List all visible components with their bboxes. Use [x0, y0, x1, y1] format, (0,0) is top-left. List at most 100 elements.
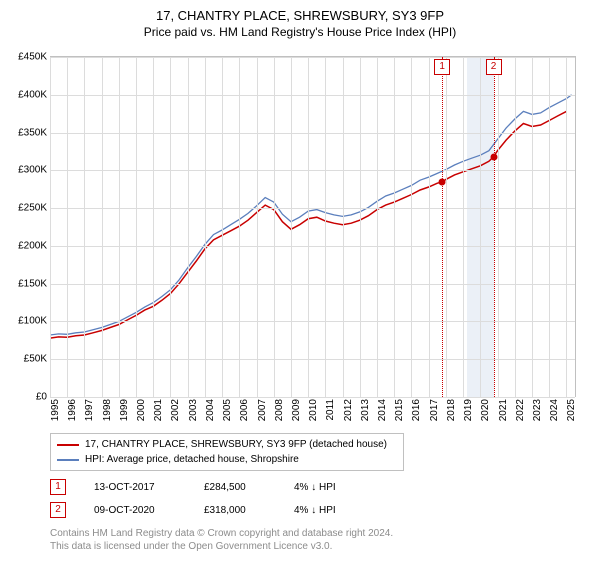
marker-dot-2 [490, 153, 497, 160]
x-tick-label: 1999 [119, 399, 130, 421]
event-badge-1: 1 [50, 479, 66, 495]
x-gridline [136, 57, 137, 397]
x-tick-label: 2025 [566, 399, 577, 421]
x-gridline [50, 57, 51, 397]
x-gridline [67, 57, 68, 397]
x-tick-label: 2008 [274, 399, 285, 421]
y-tick-label: £0 [7, 392, 47, 403]
x-tick-label: 2015 [394, 399, 405, 421]
y-gridline [50, 397, 575, 398]
x-tick-label: 2005 [222, 399, 233, 421]
marker-badge-1: 1 [434, 59, 450, 75]
x-tick-label: 2000 [136, 399, 147, 421]
footer-line2: This data is licensed under the Open Gov… [50, 540, 393, 553]
event-pct: 4% ↓ HPI [294, 505, 364, 516]
y-tick-label: £100K [7, 316, 47, 327]
x-gridline [360, 57, 361, 397]
legend-label: HPI: Average price, detached house, Shro… [85, 454, 299, 465]
legend-swatch [57, 459, 79, 461]
x-tick-label: 2007 [257, 399, 268, 421]
x-gridline [239, 57, 240, 397]
x-tick-label: 2001 [153, 399, 164, 421]
x-gridline [291, 57, 292, 397]
x-gridline [153, 57, 154, 397]
event-price: £284,500 [204, 482, 294, 493]
marker-line-1 [442, 57, 443, 397]
x-tick-label: 2004 [205, 399, 216, 421]
x-tick-label: 2010 [308, 399, 319, 421]
y-gridline [50, 246, 575, 247]
y-tick-label: £450K [7, 52, 47, 63]
x-gridline [532, 57, 533, 397]
y-tick-label: £150K [7, 278, 47, 289]
x-tick-label: 2014 [377, 399, 388, 421]
event-price: £318,000 [204, 505, 294, 516]
y-gridline [50, 133, 575, 134]
x-gridline [170, 57, 171, 397]
x-tick-label: 2023 [532, 399, 543, 421]
x-tick-label: 2016 [411, 399, 422, 421]
x-tick-label: 2003 [188, 399, 199, 421]
y-tick-label: £350K [7, 127, 47, 138]
y-gridline [50, 170, 575, 171]
y-gridline [50, 359, 575, 360]
legend-swatch [57, 444, 79, 446]
x-gridline [566, 57, 567, 397]
x-tick-label: 2020 [480, 399, 491, 421]
x-gridline [274, 57, 275, 397]
x-tick-label: 2024 [549, 399, 560, 421]
x-gridline [429, 57, 430, 397]
marker-dot-1 [439, 179, 446, 186]
y-tick-label: £300K [7, 165, 47, 176]
x-gridline [222, 57, 223, 397]
y-tick-label: £250K [7, 203, 47, 214]
x-tick-label: 1998 [102, 399, 113, 421]
x-tick-label: 1997 [84, 399, 95, 421]
event-badge-2: 2 [50, 502, 66, 518]
x-gridline [411, 57, 412, 397]
x-tick-label: 1995 [50, 399, 61, 421]
x-tick-label: 2012 [343, 399, 354, 421]
y-gridline [50, 95, 575, 96]
y-gridline [50, 57, 575, 58]
x-tick-label: 2021 [498, 399, 509, 421]
marker-badge-2: 2 [486, 59, 502, 75]
y-tick-label: £400K [7, 89, 47, 100]
x-gridline [515, 57, 516, 397]
x-gridline [325, 57, 326, 397]
x-gridline [463, 57, 464, 397]
y-tick-label: £50K [7, 354, 47, 365]
legend-label: 17, CHANTRY PLACE, SHREWSBURY, SY3 9FP (… [85, 439, 387, 450]
x-gridline [308, 57, 309, 397]
footer-attribution: Contains HM Land Registry data © Crown c… [50, 527, 393, 553]
chart-subtitle: Price paid vs. HM Land Registry's House … [0, 25, 600, 39]
x-tick-label: 2011 [325, 399, 336, 421]
x-gridline [377, 57, 378, 397]
y-tick-label: £200K [7, 240, 47, 251]
x-tick-label: 2018 [446, 399, 457, 421]
x-tick-label: 2022 [515, 399, 526, 421]
plot-area: £0£50K£100K£150K£200K£250K£300K£350K£400… [50, 56, 576, 397]
x-gridline [188, 57, 189, 397]
marker-line-2 [494, 57, 495, 397]
x-gridline [84, 57, 85, 397]
x-gridline [102, 57, 103, 397]
event-date: 13-OCT-2017 [94, 482, 204, 493]
x-gridline [343, 57, 344, 397]
x-gridline [205, 57, 206, 397]
x-tick-label: 2019 [463, 399, 474, 421]
x-tick-label: 2013 [360, 399, 371, 421]
x-gridline [446, 57, 447, 397]
x-gridline [498, 57, 499, 397]
x-tick-label: 2002 [170, 399, 181, 421]
event-date: 09-OCT-2020 [94, 505, 204, 516]
x-tick-label: 1996 [67, 399, 78, 421]
chart-title: 17, CHANTRY PLACE, SHREWSBURY, SY3 9FP [0, 8, 600, 23]
y-gridline [50, 321, 575, 322]
legend-item-property: 17, CHANTRY PLACE, SHREWSBURY, SY3 9FP (… [57, 437, 397, 452]
chart-container: 17, CHANTRY PLACE, SHREWSBURY, SY3 9FP P… [0, 8, 600, 568]
x-tick-label: 2006 [239, 399, 250, 421]
x-gridline [257, 57, 258, 397]
x-gridline [119, 57, 120, 397]
y-gridline [50, 208, 575, 209]
